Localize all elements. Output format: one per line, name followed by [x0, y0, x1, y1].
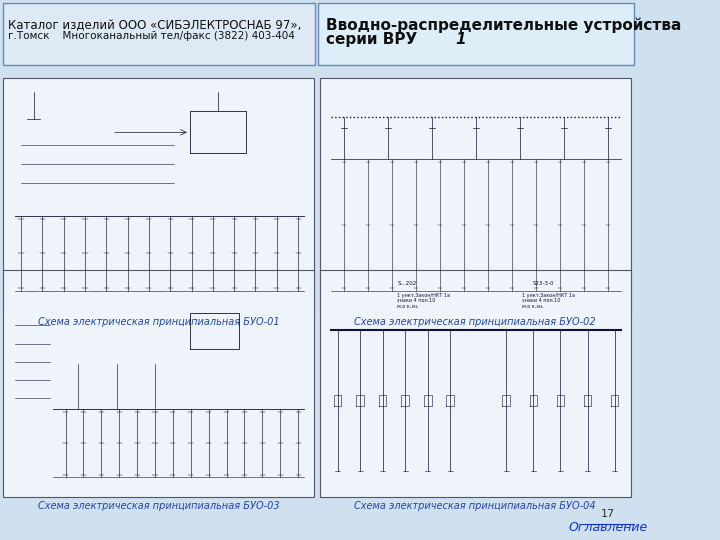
Text: 1 ункт.Закон/НКТ 1а
знаки 4 пол.10
м.о к.зн.: 1 ункт.Закон/НКТ 1а знаки 4 пол.10 м.о к…	[397, 293, 451, 309]
Text: Вводно-распределительные устройства: Вводно-распределительные устройства	[326, 17, 682, 33]
Text: Каталог изделий ООО «СИБЭЛЕКТРОСНАБ 97»,: Каталог изделий ООО «СИБЭЛЕКТРОСНАБ 97»,	[8, 19, 301, 32]
Text: г.Томск    Многоканальный тел/факс (3822) 403-404: г.Томск Многоканальный тел/факс (3822) 4…	[8, 31, 294, 42]
Text: 17: 17	[601, 509, 616, 519]
Text: S23-3-0: S23-3-0	[533, 281, 554, 286]
FancyBboxPatch shape	[3, 78, 314, 313]
Text: Схема электрическая принципиальная БУО-02: Схема электрическая принципиальная БУО-0…	[354, 317, 596, 327]
Text: S...202: S...202	[397, 281, 416, 286]
FancyBboxPatch shape	[320, 78, 631, 313]
FancyBboxPatch shape	[3, 3, 315, 65]
FancyBboxPatch shape	[3, 270, 314, 497]
Text: 1 ункт.Закон/НКТ 1а
знаки 4 пол.10
м.о к.зн.: 1 ункт.Закон/НКТ 1а знаки 4 пол.10 м.о к…	[522, 293, 575, 309]
Text: 1: 1	[456, 32, 466, 48]
Text: Схема электрическая принципиальная БУО-04: Схема электрическая принципиальная БУО-0…	[354, 501, 596, 511]
Text: серии ВРУ: серии ВРУ	[326, 32, 418, 48]
Text: Оглавление: Оглавление	[569, 521, 648, 534]
FancyBboxPatch shape	[318, 3, 634, 65]
Text: Схема электрическая принципиальная БУО-01: Схема электрическая принципиальная БУО-0…	[37, 317, 279, 327]
FancyBboxPatch shape	[320, 270, 631, 497]
Text: Схема электрическая принципиальная БУО-03: Схема электрическая принципиальная БУО-0…	[37, 501, 279, 511]
